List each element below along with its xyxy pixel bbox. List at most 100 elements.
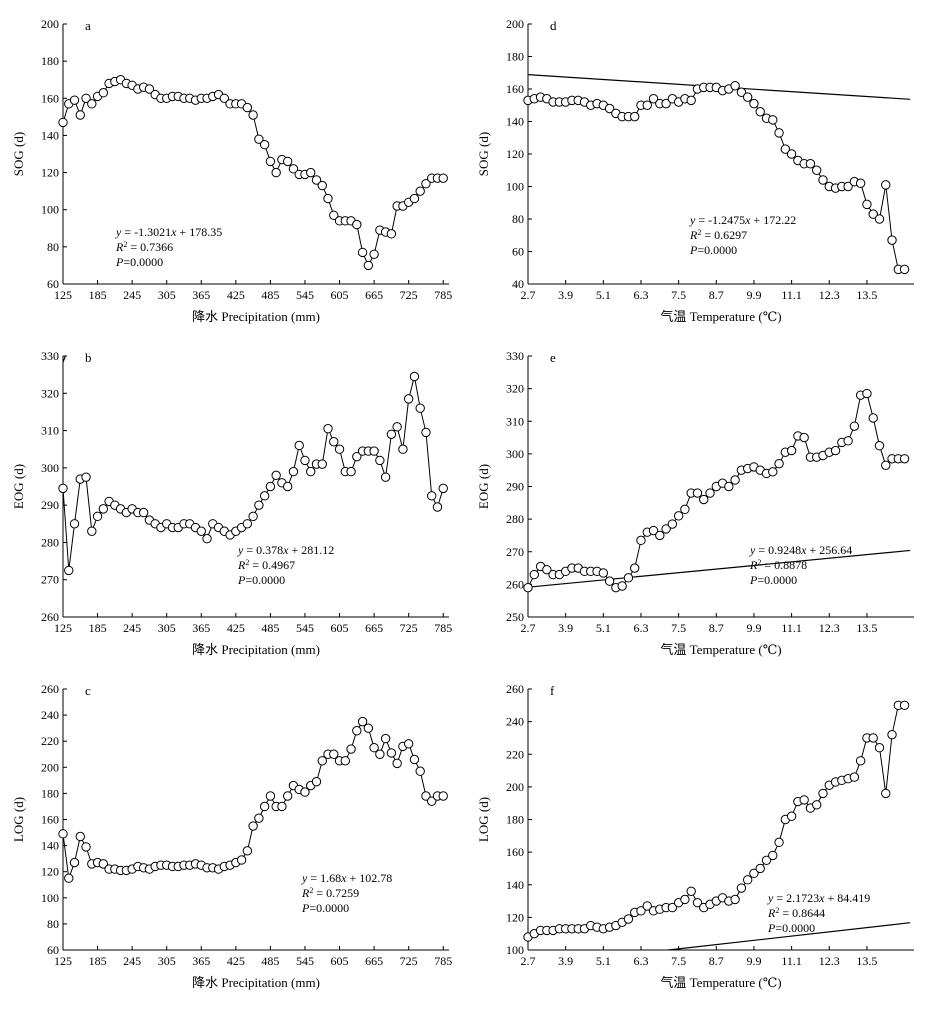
- data-point: [346, 744, 356, 754]
- y-tick-label: 310: [506, 414, 524, 428]
- data-point: [64, 565, 74, 576]
- data-point: [329, 749, 339, 759]
- x-tick-label: 725: [400, 954, 418, 968]
- data-point: [254, 500, 264, 510]
- data-point: [415, 403, 425, 413]
- data-point: [271, 167, 281, 178]
- data-point: [415, 186, 425, 196]
- data-point: [58, 483, 68, 494]
- data-point: [357, 716, 368, 727]
- x-tick-label: 12.3: [819, 954, 840, 968]
- y-tick-label: 270: [506, 545, 524, 559]
- data-point: [862, 199, 872, 210]
- data-point: [294, 440, 304, 451]
- data-point: [98, 504, 109, 514]
- x-tick-label: 425: [227, 621, 245, 635]
- x-tick-label: 365: [192, 288, 210, 302]
- data-point: [874, 441, 885, 451]
- data-point: [277, 801, 287, 812]
- x-tick-label: 425: [227, 288, 245, 302]
- data-point: [317, 756, 327, 766]
- panel-label: b: [85, 350, 92, 365]
- data-point: [774, 837, 784, 848]
- data-point: [598, 568, 609, 578]
- x-tick-label: 13.5: [856, 954, 877, 968]
- data-point: [542, 564, 552, 575]
- data-point: [604, 576, 615, 586]
- data-point: [265, 791, 276, 801]
- x-tick-label: 605: [331, 621, 349, 635]
- x-tick-label: 365: [192, 954, 210, 968]
- y-tick-label: 240: [506, 715, 524, 729]
- data-point: [352, 219, 362, 230]
- x-tick-label: 125: [54, 621, 72, 635]
- data-point: [623, 914, 634, 924]
- p-value-line: P=0.0000: [301, 901, 349, 915]
- x-tick-label: 545: [296, 621, 314, 635]
- y-tick-label: 100: [506, 943, 524, 957]
- p-value-line: P=0.0000: [115, 255, 163, 269]
- x-tick-label: 725: [400, 621, 418, 635]
- data-point: [868, 733, 878, 743]
- x-tick-label: 245: [123, 954, 141, 968]
- y-tick-label: 260: [506, 682, 524, 696]
- x-tick-label: 185: [89, 621, 107, 635]
- x-axis-label: 降水 Precipitation (mm): [192, 642, 320, 657]
- data-point: [774, 128, 784, 138]
- x-tick-label: 305: [158, 288, 176, 302]
- x-tick-label: 785: [434, 954, 452, 968]
- data-point: [667, 902, 678, 913]
- data-point: [386, 229, 397, 239]
- data-point: [636, 906, 646, 916]
- data-point: [300, 455, 310, 466]
- x-axis-label: 气温 Temperature (℃): [660, 975, 781, 990]
- x-tick-label: 605: [331, 288, 349, 302]
- data-point: [899, 264, 910, 275]
- panel-label: f: [550, 683, 555, 698]
- data-point: [438, 173, 448, 183]
- x-tick-label: 9.9: [746, 288, 761, 302]
- data-point: [786, 445, 797, 456]
- y-tick-label: 100: [41, 891, 59, 905]
- data-point: [282, 156, 293, 167]
- data-point: [655, 530, 665, 541]
- data-point: [432, 502, 443, 512]
- y-tick-label: 220: [41, 734, 59, 748]
- data-point: [680, 504, 690, 515]
- data-point: [58, 117, 68, 128]
- data-point: [259, 140, 270, 150]
- y-tick-label: 160: [41, 91, 59, 105]
- data-point: [427, 491, 437, 501]
- y-tick-label: 260: [41, 682, 59, 696]
- data-point: [780, 144, 791, 154]
- y-tick-label: 330: [41, 349, 59, 363]
- x-tick-label: 12.3: [819, 288, 840, 302]
- data-point: [623, 573, 634, 583]
- data-point: [642, 100, 652, 110]
- data-point: [705, 488, 715, 498]
- equation-line: y = 0.378x + 281.12: [237, 543, 334, 557]
- x-tick-label: 6.3: [633, 954, 648, 968]
- data-point: [774, 458, 784, 469]
- data-point: [81, 93, 91, 103]
- y-tick-label: 270: [41, 573, 59, 587]
- data-point: [768, 467, 778, 477]
- r-squared-line: R2 = 0.4967: [237, 558, 295, 573]
- data-point: [254, 134, 264, 144]
- x-tick-label: 6.3: [633, 621, 648, 635]
- data-point: [334, 444, 345, 454]
- r-squared-line: R2 = 0.8644: [767, 906, 825, 921]
- data-point: [755, 863, 765, 874]
- data-point: [899, 700, 910, 711]
- data-point: [98, 88, 109, 98]
- data-point: [306, 167, 316, 178]
- data-point: [311, 175, 322, 185]
- x-tick-label: 785: [434, 288, 452, 302]
- data-point: [352, 451, 362, 462]
- y-axis-label: EOG (d): [11, 464, 26, 509]
- data-point: [69, 95, 80, 105]
